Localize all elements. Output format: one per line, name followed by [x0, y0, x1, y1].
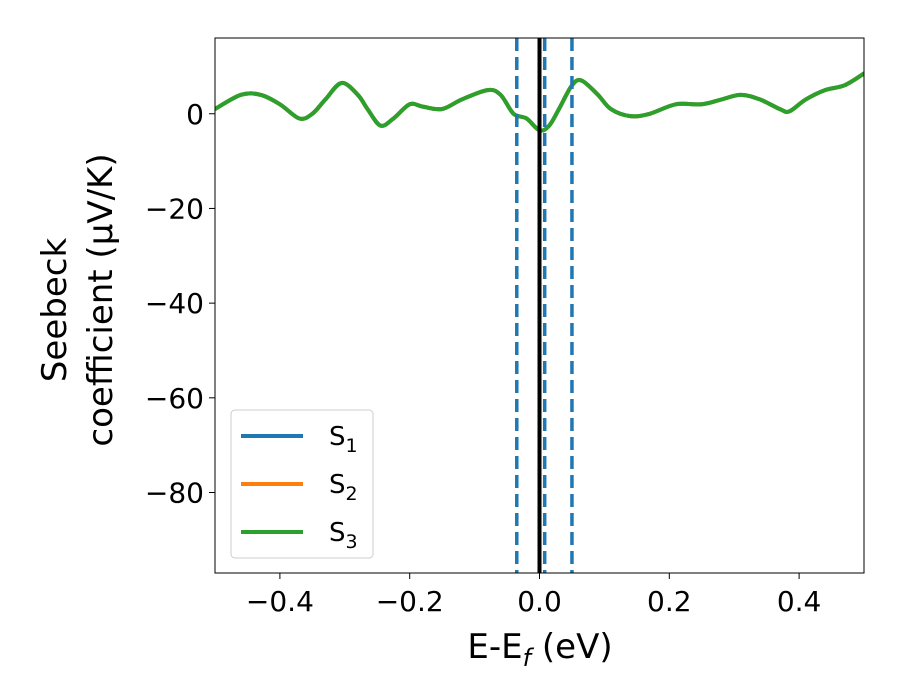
y-axis-label-line2: coefficient (μV/K)	[81, 153, 121, 446]
x-tick-label: 0.2	[647, 585, 692, 618]
x-axis-label-unit: (eV)	[531, 627, 613, 667]
y-tick-label: −80	[145, 477, 204, 510]
legend-label-s1: S1	[329, 422, 358, 457]
series-line-s3	[215, 71, 864, 133]
x-axis-label: E-Ef (eV)	[467, 627, 612, 672]
legend: S1 S2 S3	[230, 409, 374, 559]
y-tick-label: 0	[186, 98, 204, 131]
y-axis-label-line1: Seebeck	[35, 238, 75, 383]
y-axis-ticks: 0 −20 −40 −60 −80	[145, 98, 215, 510]
x-axis-label-main: E-E	[467, 627, 522, 667]
x-tick-label: −0.2	[376, 585, 444, 618]
y-axis-label: Seebeck coefficient (μV/K)	[35, 153, 121, 446]
y-tick-label: −40	[145, 287, 204, 320]
x-tick-label: 0.0	[517, 585, 562, 618]
legend-label-s2: S2	[329, 470, 358, 505]
x-axis-ticks: −0.4 −0.2 0.0 0.2 0.4	[246, 573, 821, 618]
y-tick-label: −60	[145, 382, 204, 415]
x-tick-label: 0.4	[777, 585, 822, 618]
y-tick-label: −20	[145, 192, 204, 225]
x-tick-label: −0.4	[246, 585, 314, 618]
plot-area	[215, 38, 864, 573]
legend-label-s3: S3	[329, 518, 358, 553]
